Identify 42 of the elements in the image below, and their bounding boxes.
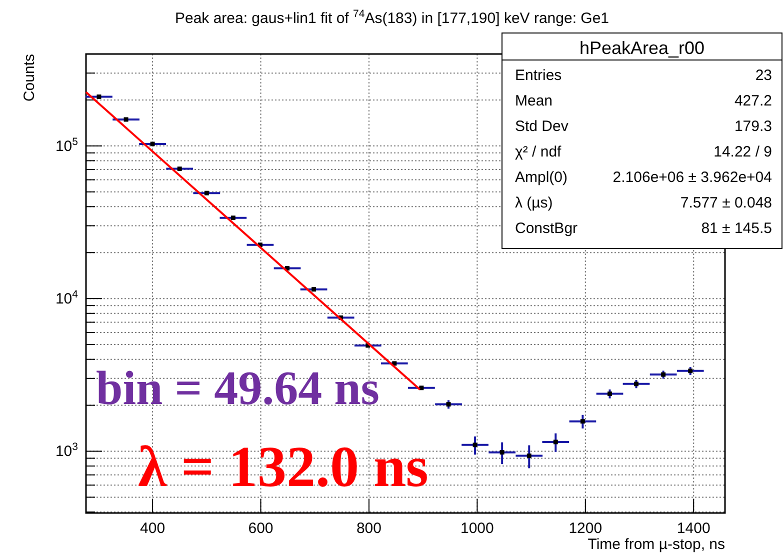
annotation: Entries	[515, 67, 562, 84]
annotation: 14.22 / 9	[714, 144, 772, 160]
annotation: hPeakArea_r00	[579, 38, 705, 58]
chart-title: Peak area: gaus+lin1 fit of $^{74}$As(183) in [177,190] keV range: Ge1	[174, 8, 610, 27]
x-tick-label: 1200	[568, 520, 602, 537]
text: 427.2	[734, 92, 772, 110]
x-tick-label: 1400	[676, 520, 710, 537]
x-tick-label: 1000	[460, 520, 494, 537]
x-axis-title: Time from µ-stop, ns	[588, 536, 725, 553]
x-tick-label: 800	[356, 520, 382, 537]
annotation: χ² / ndf	[515, 144, 562, 160]
point	[608, 392, 612, 396]
y-tick-label: 10$^{5}$	[55, 136, 78, 155]
y-tick-label: 10$^{3}$	[55, 441, 78, 460]
point	[150, 142, 155, 146]
point	[96, 94, 102, 99]
point	[472, 442, 478, 448]
point	[204, 190, 209, 196]
point	[500, 450, 504, 455]
annotation: Ampl(0)	[515, 169, 568, 186]
annotation: λ (µs)	[515, 194, 553, 212]
x-tick-label: 600	[248, 520, 274, 537]
text: 179.3	[734, 118, 772, 135]
annotation: Mean	[515, 92, 553, 110]
annotation: λ = 132.0 ns	[138, 434, 428, 499]
point	[124, 117, 128, 122]
point	[177, 166, 182, 172]
point	[553, 440, 558, 444]
annotation: bin = 49.64 ns	[96, 362, 380, 415]
point	[230, 216, 236, 220]
text: 23	[755, 67, 772, 84]
point	[526, 454, 532, 458]
annotation: Std Dev	[515, 118, 569, 135]
point	[580, 419, 585, 424]
y-tick-label: 10$^{4}$	[55, 288, 78, 308]
annotation: ConstBgr	[515, 220, 578, 237]
y-axis-title: Counts	[21, 54, 38, 102]
annotation: 81 ± 145.5	[701, 220, 772, 237]
x-tick-label: 400	[140, 520, 166, 537]
point	[312, 287, 316, 292]
annotation: 2.106e+06 ± 3.962e+04	[612, 169, 772, 186]
annotation: 7.577 ± 0.048	[680, 194, 772, 212]
